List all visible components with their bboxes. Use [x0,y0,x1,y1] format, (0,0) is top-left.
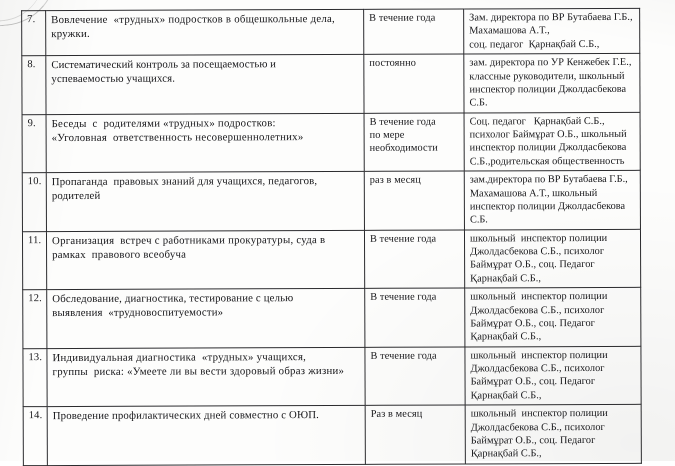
term-cell-line: необходимости [369,142,438,155]
term-cell: Раз в месяц [365,405,466,464]
responsible-cell-line: классные руководители, школьный [469,70,625,82]
responsible-cell-line: школьный инспектор полиции [469,232,608,245]
table-row: 7. Вовлечение «трудных» подростков в обще… [21,8,640,56]
responsible-cell-line: инспектор полиции Джолдасбекова [469,83,627,96]
responsible-cell-line: Соц. педагог Қарнақбай С.Б., [469,115,605,128]
table-row: 10. Пропаганда правовых знаний для учащих… [22,170,641,232]
activity-cell: Беседы с родителями «трудных» подростков… [46,112,365,173]
responsible-cell-line: Джолдасбекова С.Б., психолог [470,421,605,433]
term-cell: В течение года [364,229,465,289]
activity-cell-line: выявления «трудновоспитуемости» [52,306,224,320]
activity-cell-line: кружки. [51,27,90,41]
table-row: 12. Обследование, диагностика, тестирован… [22,287,641,349]
term-cell-line: постоянно [369,57,416,69]
responsible-cell-line: Баймұрат О.Б., соц. Педагог [470,376,596,388]
responsible-cell-line: инспектор полиции Джолдасбекова [469,200,626,213]
term-cell-line: В течение года [370,291,437,303]
responsible-cell-line: Қарнақбай С.Б., [470,389,542,402]
responsible-cell-line: зам.директора по ВР Бутабаева Г.Б., [469,173,628,186]
activity-cell-line: успеваемостью учащихся. [51,72,176,86]
responsible-cell-line: Зам. директора по ВР Бутабаева Г.Б., [469,11,633,24]
activity-cell-line: Беседы с родителями «трудных» подростков… [51,116,276,130]
activity-cell-line: Проведение профилактических дней совмест… [52,409,320,423]
term-cell: В течение года [363,8,464,55]
responsible-cell-line: С.Б. [469,97,488,109]
responsible-cell-line: С.Б.,родительская общественность [469,155,625,168]
term-cell-line: раз в месяц [369,174,421,186]
term-cell: В течение года по мере необходимости [364,112,465,172]
term-cell: постоянно [363,54,465,113]
row-number: 12. [22,289,47,349]
term-cell-line: В течение года [369,116,436,128]
responsible-cell-line: Джолдасбекова С.Б., психолог [470,304,605,316]
responsible-cell: Зам. директора по ВР Бутабаева Г.Б., Маха… [463,8,640,55]
activity-cell: Пропаганда правовых знаний для учащихся,… [46,171,365,232]
term-cell-line: Раз в месяц [370,408,423,420]
term-cell-line: В течение года [369,12,436,24]
responsible-cell: школьный инспектор полиции Джолдасбекова … [465,404,642,464]
responsible-cell-line: соц. педагог Қарнақбай С.Б., [469,38,600,51]
activity-cell-line: Вовлечение «трудных» подростков в общешк… [51,12,336,27]
term-cell: раз в месяц [364,171,465,230]
responsible-cell-line: С.Б. [469,214,488,226]
responsible-cell-line: зам. директора по УР Кенжебек Г.Е., [469,56,632,69]
table-body: 7. Вовлечение «трудных» подростков в обще… [21,8,642,466]
term-cell: В течение года [364,288,465,347]
activity-cell-line: Организация встреч с работниками прокура… [51,233,326,247]
activity-cell: Вовлечение «трудных» подростков в общешк… [45,9,364,56]
row-number: 9. [22,114,47,173]
responsible-cell: Соц. педагог Қарнақбай С.Б., психолог Бай… [464,111,641,172]
term-cell-line: В течение года [370,350,437,362]
table-row: 13. Индивидуальная диагностика «трудных» … [22,345,642,407]
table-row: 14. Проведение профилактических дней совм… [23,404,642,466]
responsible-cell-line: Баймұрат О.Б., соц. Педагог [470,259,595,271]
responsible-cell: зам.директора по ВР Бутабаева Г.Б., Махам… [464,170,641,230]
responsible-cell-line: Джолдасбекова С.Б., психолог [470,245,605,258]
activity-cell-line: Систематический контроль за посещаемость… [51,58,277,72]
row-number: 10. [22,172,47,232]
table-row: 8. Систематический контроль за посещаемос… [21,53,641,115]
activity-cell-line: «Уголовная ответственность несовершеннол… [51,130,304,144]
responsible-cell-line: Қарнақбай С.Б., [470,272,542,285]
activity-cell: Обследование, диагностика, тестирование … [46,288,365,349]
row-number: 8. [21,55,47,115]
activity-cell: Индивидуальная диагностика «трудных» уча… [46,346,366,407]
row-number: 13. [22,348,48,407]
term-cell-line: по мере [369,129,405,141]
activity-cell: Организация встреч с работниками прокура… [46,229,365,290]
responsible-cell-line: школьный инспектор полиции [470,408,608,420]
responsible-cell-line: Баймұрат О.Б., соц. Педагог [470,434,596,447]
row-number: 7. [21,10,46,56]
term-cell: В течение года [364,346,466,406]
activity-cell-line: рамках правового всеобуча [52,248,187,261]
row-number: 11. [22,231,47,290]
responsible-cell-line: Қарнақбай С.Б., [470,448,542,460]
activity-cell-line: Обследование, диагностика, тестирование … [52,292,294,306]
responsible-cell-line: инспектор полиции Джолдасбекова [469,142,627,154]
row-number: 14. [23,406,48,466]
activity-cell: Проведение профилактических дней совмест… [47,405,366,466]
term-cell-line: В течение года [369,233,437,245]
activity-cell-line: Индивидуальная диагностика «трудных» уча… [52,350,307,364]
responsible-cell-line: Баймұрат О.Б., соц. Педагог [470,317,595,330]
prevention-plan-table: 7. Вовлечение «трудных» подростков в обще… [21,8,642,466]
responsible-cell: школьный инспектор полиции Джолдасбекова … [464,287,641,347]
responsible-cell-line: школьный инспектор полиции [470,349,608,362]
responsible-cell: зам. директора по УР Кенжебек Г.Е., класс… [463,53,641,113]
activity-cell-line: родителей [51,190,101,203]
responsible-cell-line: Махамашова А.Т., [469,25,550,37]
table-row: 11. Организация встреч с работниками прок… [22,228,641,290]
responsible-cell-line: школьный инспектор полиции [470,291,608,303]
responsible-cell: школьный инспектор полиции Джолдасбекова … [464,228,641,289]
activity-cell-line: Пропаганда правовых знаний для учащихся,… [51,175,318,189]
activity-cell: Систематический контроль за посещаемость… [45,54,365,115]
table-row: 9. Беседы с родителями «трудных» подростк… [22,111,641,173]
responsible-cell-line: Джолдасбекова С.Б., психолог [470,362,605,375]
activity-cell-line: группы риска: «Умеете ли вы вести здоров… [52,364,345,378]
responsible-cell-line: Қарнақбай С.Б., [470,331,542,343]
responsible-cell-line: Махамашова А.Т., школьный [469,187,598,199]
responsible-cell: школьный инспектор полиции Джолдасбекова … [464,345,642,406]
responsible-cell-line: психолог Баймұрат О.Б., школьный [469,128,627,141]
